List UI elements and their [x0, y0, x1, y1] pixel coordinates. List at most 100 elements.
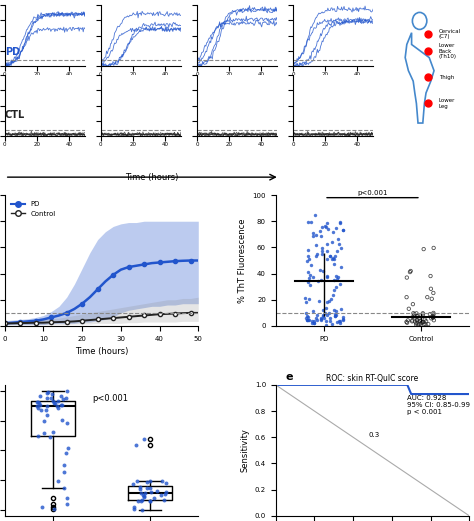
Point [422, 317, 430, 325]
Title: ROC: skin RT-QuIC score: ROC: skin RT-QuIC score [327, 374, 419, 383]
Point [413, 316, 421, 325]
Point [337, 263, 345, 271]
Point [405, 305, 412, 313]
Text: Time (hours): Time (hours) [125, 173, 178, 182]
Point [35, 398, 42, 406]
Point [46, 433, 54, 441]
Point [60, 461, 67, 469]
Point [312, 231, 320, 239]
Point [305, 316, 312, 325]
Point [54, 396, 62, 405]
Point [322, 317, 329, 325]
Point [34, 403, 42, 412]
Point [330, 254, 337, 263]
Point [60, 484, 68, 492]
Point [419, 318, 427, 326]
Point [306, 295, 313, 303]
Point [327, 252, 334, 260]
Point [332, 312, 339, 320]
Point [150, 494, 157, 502]
Point [35, 432, 42, 441]
Point [420, 245, 428, 253]
Point [308, 316, 316, 325]
Point [312, 241, 320, 249]
Point [307, 260, 315, 269]
Point [36, 401, 44, 409]
Point [421, 315, 428, 324]
Point [429, 313, 437, 321]
Point [426, 310, 434, 318]
Point [139, 491, 147, 500]
Point [304, 252, 312, 260]
Point [336, 218, 344, 227]
Point [137, 489, 145, 497]
Point [331, 252, 339, 260]
Point [319, 244, 326, 252]
Point [138, 496, 146, 504]
Point [339, 313, 347, 321]
Point [62, 449, 70, 457]
Point [302, 298, 310, 306]
Point [339, 226, 346, 234]
Point [302, 314, 310, 322]
Point [38, 503, 46, 511]
Point [339, 316, 347, 324]
Point [304, 313, 312, 321]
Point [325, 309, 333, 317]
Point [332, 282, 340, 291]
Point [417, 319, 425, 328]
Point [409, 300, 417, 308]
Point [307, 218, 315, 226]
Point [41, 417, 48, 425]
Point [308, 319, 316, 327]
Point [415, 315, 422, 323]
Point [429, 313, 437, 321]
Point [316, 227, 324, 235]
Point [306, 281, 313, 290]
Point [50, 428, 57, 437]
Point [423, 293, 431, 301]
Point [329, 291, 337, 300]
Point [326, 314, 334, 322]
Point [303, 257, 310, 265]
Point [305, 246, 312, 255]
Point [323, 273, 331, 281]
Point [63, 494, 71, 502]
Point [138, 505, 146, 514]
Point [326, 297, 333, 305]
Point [409, 316, 416, 325]
Point [313, 316, 321, 324]
Point [59, 395, 66, 403]
Point [64, 419, 71, 427]
Point [428, 314, 435, 322]
Point [334, 274, 342, 282]
Point [43, 411, 50, 419]
Point [140, 493, 147, 501]
Point [429, 314, 437, 322]
Point [318, 246, 326, 255]
Point [322, 304, 330, 312]
Point [50, 399, 58, 407]
Point [49, 397, 57, 405]
Point [318, 232, 325, 240]
Text: Cervical
(C7): Cervical (C7) [439, 29, 461, 40]
Point [317, 314, 325, 322]
Point [337, 305, 345, 313]
Point [319, 312, 327, 320]
Point [337, 317, 344, 325]
Point [410, 309, 417, 317]
Point [48, 390, 56, 398]
Point [429, 309, 437, 317]
Point [318, 276, 325, 284]
Point [412, 320, 420, 329]
Point [304, 217, 311, 226]
Legend: PD, Control: PD, Control [8, 199, 58, 219]
Point [44, 402, 51, 410]
Point [337, 319, 344, 327]
Point [410, 310, 418, 318]
Point [328, 238, 336, 246]
Point [310, 317, 318, 325]
Point [417, 317, 424, 325]
Point [322, 320, 329, 329]
Point [334, 318, 341, 326]
